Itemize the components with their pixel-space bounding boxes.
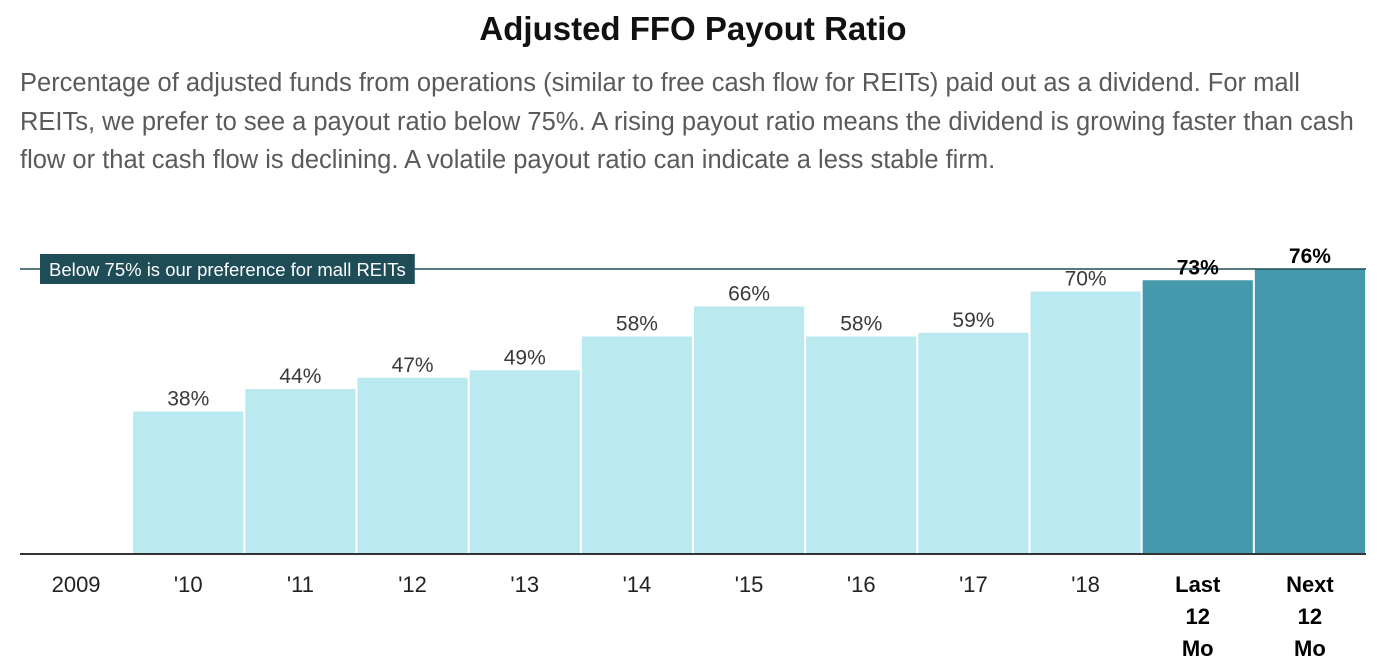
- x-tick-label-3: '12: [398, 572, 427, 597]
- x-tick-label-11: Next 12 Mo: [1286, 572, 1334, 661]
- data-label-11: 76%: [1289, 245, 1331, 268]
- bars-layer: [133, 269, 1365, 554]
- data-label-1: 38%: [167, 388, 209, 411]
- bar-11: [1254, 269, 1365, 554]
- data-label-6: 66%: [728, 283, 770, 306]
- data-label-10: 73%: [1177, 256, 1219, 279]
- data-label-2: 44%: [279, 365, 321, 388]
- bar-6: [694, 306, 805, 554]
- x-tick-labels-layer: 2009 '10 '11 '12 '13 '14 '15 '16 '17 '18 Last 12 Mo N…: [52, 572, 1335, 661]
- reference-label: Below 75% is our preference for mall REI…: [49, 259, 406, 280]
- bar-8: [918, 332, 1029, 554]
- bar-7: [806, 336, 917, 554]
- data-label-7: 58%: [840, 313, 882, 336]
- x-tick-label-5: '14: [623, 572, 652, 597]
- bar-4: [469, 370, 580, 554]
- x-tick-label-6: '15: [735, 572, 764, 597]
- x-tick-label-1: '10: [174, 572, 203, 597]
- reference-label-box: [40, 254, 415, 284]
- chart-title: Adjusted FFO Payout Ratio: [479, 10, 907, 47]
- x-tick-label-9: '18: [1071, 572, 1100, 597]
- data-label-4: 49%: [504, 346, 546, 369]
- data-label-3: 47%: [392, 354, 434, 377]
- bar-10: [1142, 280, 1253, 554]
- bar-5: [581, 336, 692, 554]
- x-tick-label-2: '11: [287, 572, 314, 597]
- data-labels-layer: 38% 44% 47% 49% 58% 66% 58% 59% 70% 73% 76%: [167, 245, 1331, 411]
- x-tick-label-0: 2009: [52, 572, 101, 597]
- data-label-5: 58%: [616, 313, 658, 336]
- reference-layer: Below 75% is our preference for mall REI…: [20, 254, 1366, 284]
- bar-9: [1030, 291, 1141, 554]
- x-tick-label-8: '17: [959, 572, 988, 597]
- x-tick-label-7: '16: [847, 572, 876, 597]
- bar-1: [133, 411, 244, 554]
- bar-2: [245, 389, 356, 554]
- chart-subtitle: Percentage of adjusted funds from operat…: [20, 69, 1354, 174]
- x-tick-label-10: Last 12 Mo: [1175, 572, 1221, 661]
- data-label-9: 70%: [1065, 268, 1107, 291]
- data-label-8: 59%: [952, 309, 994, 332]
- x-tick-label-4: '13: [510, 572, 539, 597]
- bar-3: [357, 377, 468, 554]
